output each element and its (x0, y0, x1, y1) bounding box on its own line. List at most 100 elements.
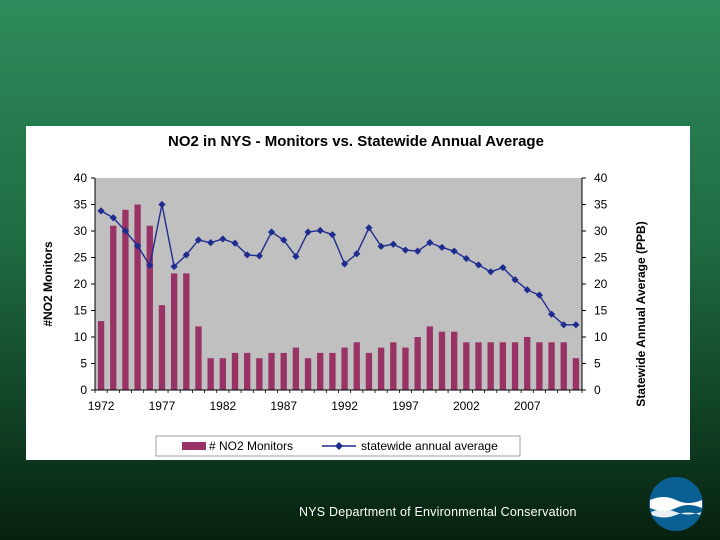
bar-2002 (463, 342, 470, 390)
bar-1993 (353, 342, 360, 390)
average-point-1982 (219, 235, 227, 243)
average-point-2000 (438, 243, 446, 252)
average-line (100, 204, 576, 326)
bar-1987 (280, 352, 287, 390)
y2-tick-label: 10 (594, 330, 608, 344)
bar-1990 (317, 352, 324, 390)
x-tick-label: 1972 (88, 399, 115, 413)
average-point-1995 (377, 242, 385, 250)
axes: 0 5 10 15 20 25 30 35 40 0 5 10 15 20 25 30 35 40 1972 1977… (41, 171, 648, 413)
legend-label-average: statewide annual average (361, 439, 498, 453)
average-point-1978 (170, 262, 178, 271)
average-point-1997 (401, 246, 410, 254)
bar-1980 (195, 326, 202, 390)
y-tick-label: 35 (74, 198, 88, 212)
average-point-2002 (462, 254, 470, 263)
x-tick-label: 1992 (331, 399, 358, 413)
chart-title: NO2 in NYS - Monitors vs. Statewide Annu… (168, 133, 544, 150)
average-point-1991 (328, 231, 337, 239)
y2-tick-label: 35 (594, 198, 608, 212)
chart-panel: NO2 in NYS - Monitors vs. Statewide Annu… (26, 126, 690, 460)
legend: # NO2 Monitors statewide annual average (155, 435, 521, 457)
bar-series (97, 204, 580, 390)
bar-1994 (365, 352, 373, 390)
x-tick-label: 1987 (270, 399, 297, 413)
plot-area (95, 178, 582, 390)
average-point-2011 (572, 321, 580, 329)
bar-1981 (207, 358, 214, 390)
bar-1999 (426, 326, 433, 390)
average-point-2001 (450, 247, 458, 255)
average-point-1996 (389, 240, 397, 248)
x-tick-label: 1997 (392, 399, 419, 413)
bar-2010 (560, 342, 567, 390)
y2-tick-label: 15 (594, 304, 608, 318)
legend-swatch-average-marker (335, 442, 343, 450)
average-point-1994 (365, 224, 373, 232)
y2-tick-label: 20 (594, 277, 608, 291)
bar-1985 (256, 358, 263, 390)
y2-tick-label: 40 (594, 171, 608, 185)
average-point-1987 (280, 236, 288, 244)
average-point-1972 (97, 207, 105, 215)
average-point-1984 (243, 251, 251, 259)
bar-1975 (134, 204, 141, 390)
average-point-2005 (499, 263, 507, 272)
bar-2001 (451, 331, 458, 390)
average-point-1976 (146, 261, 154, 270)
average-point-1990 (316, 226, 324, 235)
y-tick-label: 40 (74, 171, 88, 185)
average-point-1975 (134, 242, 142, 250)
bar-1992 (341, 347, 348, 390)
average-point-2008 (535, 291, 543, 299)
average-point-2004 (487, 268, 495, 276)
line-series (97, 200, 580, 329)
y2-tick-label: 30 (594, 224, 608, 238)
average-point-1999 (426, 239, 434, 247)
average-point-1979 (182, 251, 190, 259)
average-point-1977 (158, 200, 166, 209)
bar-1976 (146, 225, 153, 390)
bar-1991 (329, 352, 336, 390)
average-point-1980 (194, 236, 203, 244)
legend-swatch-monitors (182, 442, 206, 450)
average-point-2010 (560, 321, 568, 329)
y-tick-label: 30 (74, 224, 88, 238)
average-point-2007 (523, 286, 531, 294)
footer-text: NYS Department of Environmental Conserva… (299, 505, 577, 519)
bar-2006 (511, 342, 519, 390)
bar-1986 (268, 352, 275, 390)
x-tick-label: 2002 (453, 399, 480, 413)
y-tick-label: 15 (74, 304, 88, 318)
y-tick-label: 5 (80, 357, 87, 371)
dec-wave-logo-icon (649, 477, 703, 531)
bar-2000 (438, 331, 446, 390)
y-axis-label: #NO2 Monitors (41, 241, 55, 327)
average-point-1974 (121, 227, 130, 235)
average-point-1981 (207, 239, 215, 247)
bar-1983 (231, 352, 239, 390)
x-tick-label: 1982 (209, 399, 236, 413)
bar-1989 (304, 358, 312, 390)
average-point-1998 (414, 247, 422, 255)
bar-1995 (377, 347, 385, 390)
y-tick-label: 0 (80, 383, 87, 397)
bar-1984 (244, 352, 251, 390)
bar-1974 (122, 209, 129, 390)
bar-1982 (219, 358, 226, 390)
x-tick-label: 1977 (149, 399, 176, 413)
bar-2004 (487, 342, 494, 390)
bar-1998 (414, 337, 421, 390)
bar-2005 (499, 342, 507, 390)
bar-1979 (183, 273, 190, 390)
bar-2011 (572, 358, 580, 390)
bar-1977 (158, 305, 166, 390)
y-tick-label: 10 (74, 330, 88, 344)
average-point-1989 (304, 228, 312, 236)
bar-1978 (170, 273, 178, 390)
bar-2003 (475, 342, 482, 390)
y2-tick-label: 5 (594, 357, 601, 371)
bar-1996 (390, 342, 397, 390)
y-tick-label: 20 (74, 277, 88, 291)
legend-label-monitors: # NO2 Monitors (209, 439, 293, 453)
